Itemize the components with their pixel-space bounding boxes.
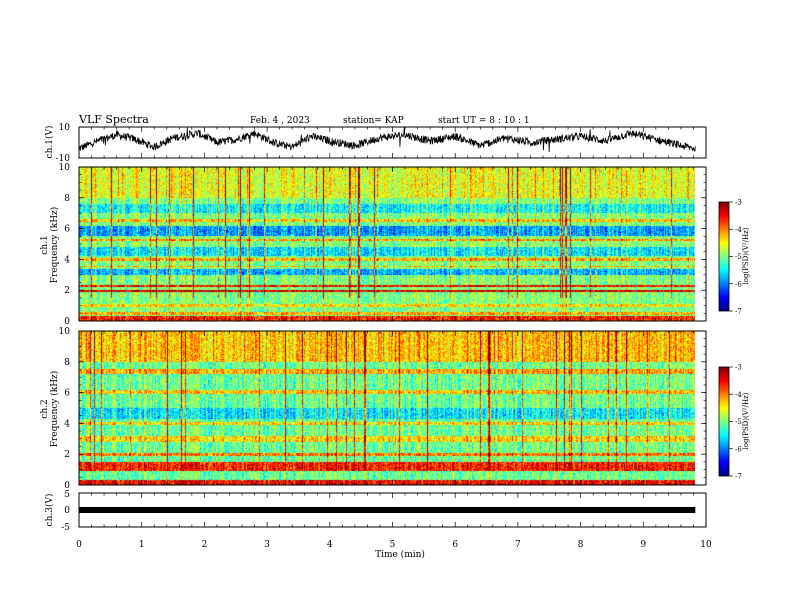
ch1-frequency-axis-label: Frequency (kHz): [49, 207, 60, 284]
ch2-spectrogram-image: [79, 331, 706, 485]
colorbar-tick-label: -5: [735, 253, 742, 261]
ch1-waveform-panel: 10 -10 ch.1(V): [44, 123, 707, 164]
ch3-waveform-panel: 5 0 -5 ch.3(V): [44, 490, 707, 533]
ch2-colorbar: [719, 367, 729, 476]
ch3-voltage-axis-label: ch.3(V): [44, 494, 55, 527]
colorbar-tick-label: -7: [735, 308, 742, 316]
date-label: Feb. 4 , 2023: [250, 116, 310, 126]
ch3-ytick-mid: 0: [64, 506, 70, 516]
colorbar-tick-label: -6: [735, 445, 742, 453]
colorbar-tick-label: -3: [735, 364, 742, 372]
time-tick-label: 2: [202, 540, 208, 550]
frequency-tick-label: 0: [64, 317, 70, 327]
frequency-tick-label: 8: [64, 358, 70, 368]
frequency-tick-label: 0: [64, 481, 70, 491]
ch2-frequency-axis-label: Frequency (kHz): [49, 371, 60, 448]
colorbar-tick-label: -7: [735, 473, 742, 481]
time-tick-label: 6: [452, 540, 458, 550]
time-axis-label: Time (min): [375, 549, 425, 560]
time-axis: 0 1 2 3 4 5 6 7 8 9 10: [76, 540, 712, 550]
time-tick-label: 0: [76, 540, 82, 550]
ch3-ytick-bottom: -5: [61, 523, 70, 533]
frequency-tick-label: 2: [64, 286, 70, 296]
ch1-channel-label: ch.1: [40, 235, 50, 254]
frequency-tick-label: 4: [64, 255, 70, 265]
frequency-tick-label: 10: [59, 163, 71, 173]
start-time-label: start UT = 8 : 10 : 1: [438, 116, 530, 126]
ch1-ytick-top: 10: [59, 123, 71, 133]
colorbar-tick-label: -3: [735, 199, 742, 207]
frequency-tick-label: 8: [64, 194, 70, 204]
colorbar-tick-label: -4: [735, 226, 742, 234]
figure-title: VLF Spectra: [78, 113, 149, 126]
ch1-colorbar-label: log(PSD)(V²/Hz): [742, 227, 750, 284]
ch1-spectrogram-image: [79, 167, 706, 321]
colorbar-tick-label: -5: [735, 418, 742, 426]
frequency-tick-label: 4: [64, 419, 70, 429]
ch3-ytick-top: 5: [64, 490, 70, 500]
ch1-waveform-line: [79, 127, 696, 153]
time-tick-label: 4: [327, 540, 333, 550]
time-tick-label: 9: [640, 540, 646, 550]
ch1-colorbar: [719, 202, 729, 311]
time-tick-label: 7: [515, 540, 521, 550]
ch3-waveform-line: [79, 507, 696, 513]
ch1-ytick-bottom: -10: [56, 154, 71, 164]
colorbar-tick-label: -6: [735, 280, 742, 288]
time-tick-label: 1: [139, 540, 145, 550]
ch2-colorbar-label: log(PSD)(V²/Hz): [742, 392, 750, 449]
time-tick-label: 3: [264, 540, 270, 550]
station-label: station= KAP: [343, 116, 404, 126]
frequency-tick-label: 6: [64, 389, 70, 399]
colorbar-tick-label: -4: [735, 391, 742, 399]
ch1-voltage-axis-label: ch.1(V): [44, 126, 55, 159]
ch2-channel-label: ch.2: [40, 399, 50, 418]
time-tick-label: 5: [390, 540, 396, 550]
time-tick-label: 10: [700, 540, 712, 550]
frequency-tick-label: 6: [64, 225, 70, 235]
frequency-tick-label: 2: [64, 450, 70, 460]
frequency-tick-label: 10: [59, 327, 71, 337]
time-tick-label: 8: [578, 540, 584, 550]
